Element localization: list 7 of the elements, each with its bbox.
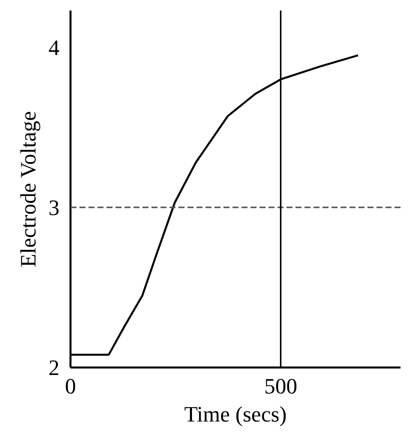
x-tick-label: 0	[65, 374, 76, 398]
x-tick-label: 500	[264, 374, 298, 398]
y-tick-label: 4	[48, 34, 60, 60]
y-tick-label: 2	[48, 355, 60, 380]
y-axis-title: Electrode Voltage	[16, 111, 40, 268]
x-axis-title: Time (secs)	[184, 402, 287, 426]
y-tick-label: 3	[48, 194, 60, 220]
